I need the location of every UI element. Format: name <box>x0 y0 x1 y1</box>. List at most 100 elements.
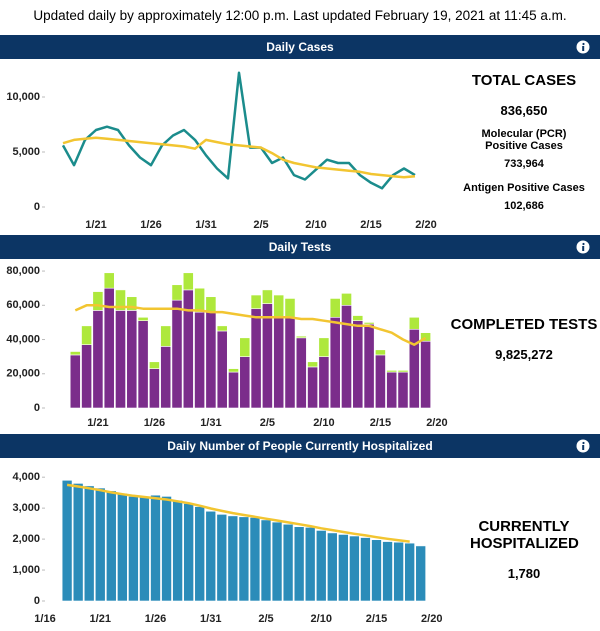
bar <box>284 316 296 409</box>
stats-panel: COMPLETED TESTS 9,825,272 <box>448 316 600 372</box>
bar <box>293 526 305 602</box>
y-tick-label: 0 <box>34 402 40 414</box>
bar <box>172 500 183 602</box>
line <box>66 483 410 543</box>
x-tick-label: 1/31 <box>200 613 221 625</box>
bar <box>69 351 81 356</box>
y-tick-label: 20,000 <box>6 368 40 380</box>
bar <box>238 516 250 602</box>
bar <box>271 521 283 602</box>
y-tick-label: 0 <box>34 595 40 607</box>
bar <box>318 337 330 357</box>
bar <box>307 361 318 368</box>
x-tick-label: 2/10 <box>311 613 332 625</box>
x-tick-label: 1/31 <box>200 417 221 429</box>
x-tick-label: 1/21 <box>87 417 108 429</box>
bar <box>216 514 228 602</box>
bar <box>94 487 106 602</box>
bar <box>194 311 205 409</box>
stat-value: 1,780 <box>507 566 541 581</box>
chart-title: Daily Tests <box>268 240 332 254</box>
bar <box>415 545 426 602</box>
bar <box>375 354 386 409</box>
bar <box>250 308 262 409</box>
bar <box>408 316 420 330</box>
bar <box>150 494 161 602</box>
bar <box>183 503 194 602</box>
bar <box>304 527 316 602</box>
bar <box>349 535 360 602</box>
bar <box>81 325 92 345</box>
stat-value: 9,825,272 <box>495 347 553 362</box>
bar <box>194 506 205 602</box>
bar <box>128 496 139 602</box>
y-tick-label: 5,000 <box>12 146 40 158</box>
bar <box>393 541 404 602</box>
y-tick-label: 80,000 <box>6 265 40 277</box>
bar <box>171 284 183 301</box>
bar <box>137 316 149 321</box>
bar <box>363 322 375 325</box>
x-tick-label: 2/15 <box>360 219 381 231</box>
info-icon[interactable] <box>576 439 590 453</box>
bar <box>363 323 375 409</box>
stat-label: Antigen Positive Cases <box>463 182 585 194</box>
bar <box>137 320 149 409</box>
stat-value: 102,686 <box>504 200 544 212</box>
line <box>62 136 416 179</box>
bar <box>371 539 382 602</box>
bar <box>249 517 261 602</box>
bar <box>228 368 239 373</box>
bar <box>92 310 104 409</box>
x-tick-label: 1/31 <box>195 219 216 231</box>
bar <box>69 354 81 409</box>
y-tick-label: 3,000 <box>12 502 40 514</box>
stat-label: CURRENTLY HOSPITALIZED <box>470 518 579 552</box>
bar <box>352 320 364 409</box>
bar <box>397 371 409 409</box>
x-tick-label: 1/26 <box>145 613 166 625</box>
x-tick-label: 2/5 <box>260 417 275 429</box>
bar <box>81 344 92 409</box>
bar <box>260 519 272 602</box>
bar <box>329 316 341 409</box>
x-tick-label: 1/26 <box>144 417 165 429</box>
x-tick-label: 1/21 <box>90 613 111 625</box>
bar <box>295 337 307 409</box>
y-tick-label: 2,000 <box>12 533 40 545</box>
bar <box>126 310 138 409</box>
bar <box>404 542 415 602</box>
bar <box>262 289 273 304</box>
bar <box>205 510 217 602</box>
bar <box>382 541 393 602</box>
bar <box>250 294 262 310</box>
bar <box>126 296 138 311</box>
bar <box>295 335 307 339</box>
bar <box>341 304 352 409</box>
stats-panel: TOTAL CASES 836,650 Molecular (PCR) Posi… <box>448 72 600 218</box>
x-tick-label: 2/5 <box>258 613 273 625</box>
bar <box>341 293 352 306</box>
x-tick-label: 1/21 <box>85 219 106 231</box>
info-icon[interactable] <box>576 40 590 54</box>
bar <box>420 340 431 409</box>
bar <box>149 361 160 369</box>
bar <box>117 492 128 602</box>
bar <box>307 366 318 409</box>
bar <box>160 346 172 409</box>
x-tick-label: 2/5 <box>253 219 268 231</box>
bar <box>83 485 95 602</box>
bar <box>182 289 194 409</box>
x-tick-label: 2/10 <box>305 219 326 231</box>
x-tick-label: 2/10 <box>313 417 334 429</box>
info-icon[interactable] <box>576 240 590 254</box>
panel-header: Daily Number of People Currently Hospita… <box>0 434 600 458</box>
bar <box>194 287 205 313</box>
bar <box>149 368 160 409</box>
bar <box>284 298 296 318</box>
y-tick-label: 40,000 <box>6 333 40 345</box>
y-tick-label: 10,000 <box>6 91 40 103</box>
stat-value: 733,964 <box>504 158 544 170</box>
